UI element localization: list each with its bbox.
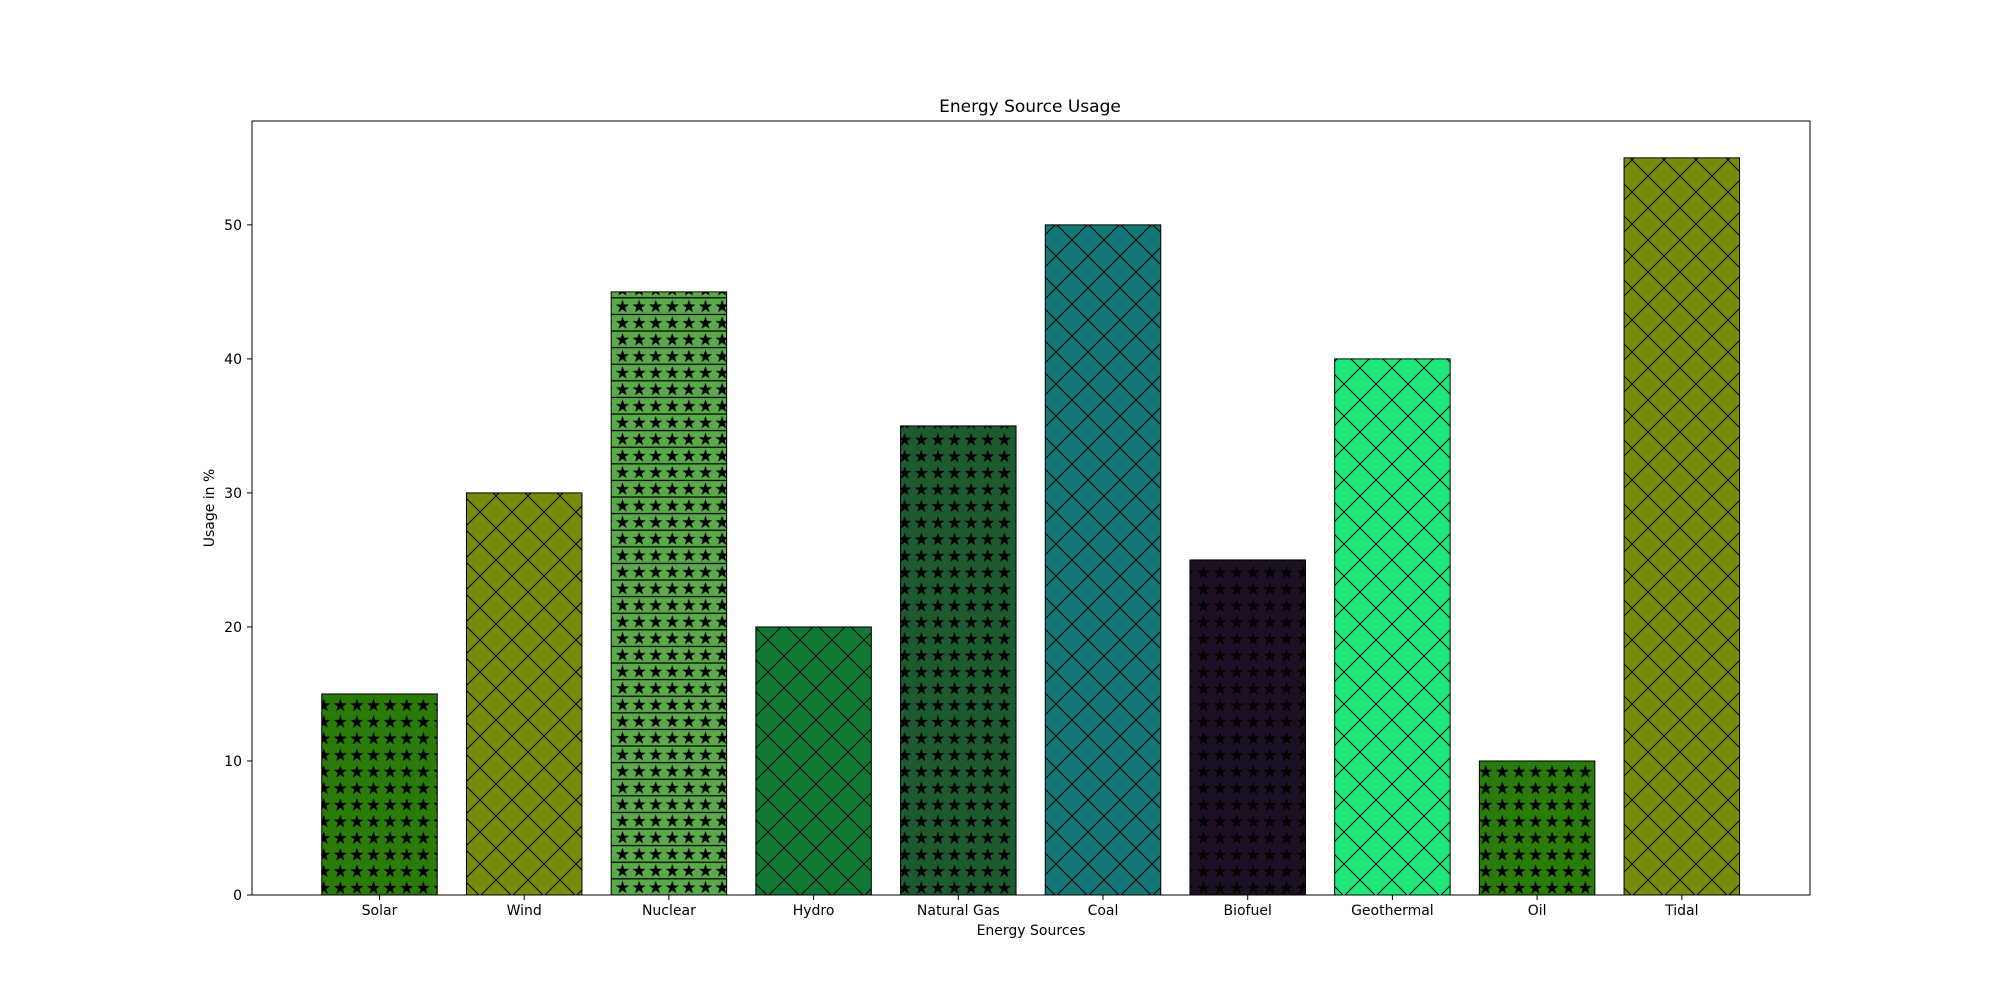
x-tick-label-coal: Coal bbox=[1088, 903, 1119, 919]
bar-biofuel bbox=[1189, 559, 1306, 896]
bar-hatch bbox=[466, 492, 582, 895]
y-axis: 0 10 20 30 40 50 bbox=[224, 218, 252, 904]
bar-natural-gas bbox=[900, 425, 1017, 896]
bar-nuclear bbox=[610, 291, 728, 896]
bar-hatch bbox=[1334, 358, 1451, 895]
bar-coal bbox=[1044, 224, 1162, 896]
y-tick-label-0: 0 bbox=[233, 888, 242, 904]
y-tick-label-20: 20 bbox=[224, 620, 242, 636]
x-tick-label-biofuel: Biofuel bbox=[1224, 903, 1272, 919]
x-tick-label-solar: Solar bbox=[362, 903, 398, 919]
bars-group bbox=[321, 157, 1741, 896]
x-tick-label-natural-gas: Natural Gas bbox=[917, 903, 1000, 919]
bar-hatch bbox=[611, 291, 727, 895]
bar-hatch bbox=[1624, 157, 1740, 895]
bar-oil bbox=[1478, 760, 1596, 896]
bar-hydro bbox=[755, 626, 872, 896]
bar-hatch bbox=[900, 425, 1017, 895]
x-axis: Solar Wind Nuclear Hydro Natural Gas Coal Biof… bbox=[362, 895, 1698, 919]
chart-title: Energy Source Usage bbox=[939, 97, 1121, 117]
bar-solar bbox=[321, 693, 438, 896]
bar-geothermal bbox=[1334, 358, 1451, 896]
bar-tidal bbox=[1623, 157, 1741, 896]
x-axis-label: Energy Sources bbox=[977, 923, 1086, 939]
y-tick-label-40: 40 bbox=[224, 352, 242, 368]
bar-wind bbox=[465, 492, 583, 896]
y-tick-label-50: 50 bbox=[224, 218, 242, 234]
bar-hatch bbox=[755, 626, 872, 895]
bar-hatch bbox=[1479, 760, 1595, 895]
x-tick-label-nuclear: Nuclear bbox=[642, 903, 696, 919]
bar-hatch bbox=[1045, 224, 1161, 896]
x-tick-label-hydro: Hydro bbox=[793, 903, 835, 919]
bar-hatch bbox=[321, 693, 438, 895]
x-tick-label-oil: Oil bbox=[1528, 903, 1547, 919]
y-axis-label: Usage in % bbox=[202, 469, 218, 548]
bar-hatch bbox=[1189, 559, 1306, 895]
x-tick-label-tidal: Tidal bbox=[1664, 903, 1698, 919]
plot-area-frame bbox=[251, 120, 1811, 896]
y-tick-label-10: 10 bbox=[224, 754, 242, 770]
y-tick-label-30: 30 bbox=[224, 486, 242, 502]
x-tick-label-wind: Wind bbox=[507, 903, 542, 919]
x-tick-label-geothermal: Geothermal bbox=[1351, 903, 1434, 919]
